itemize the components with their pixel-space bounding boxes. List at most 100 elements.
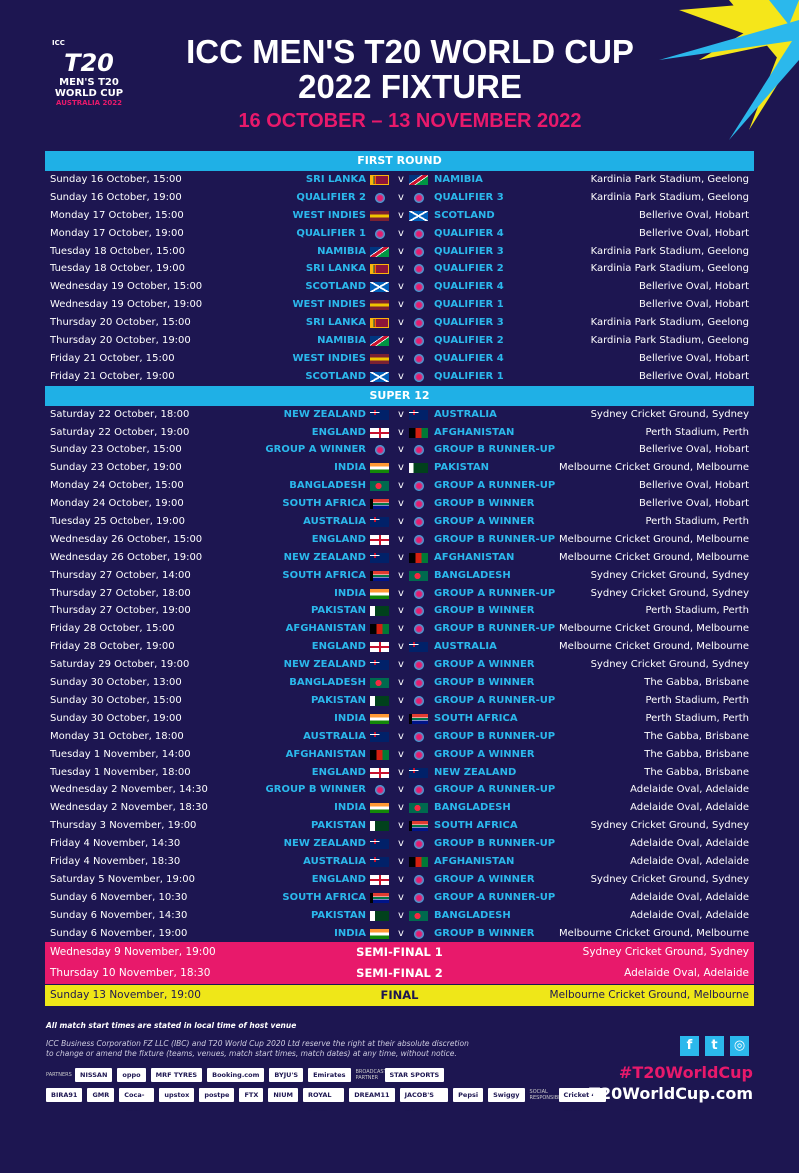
home-team: SOUTH AFRICA — [282, 891, 366, 903]
fixture-row: Wednesday 26 October, 15:00 ENGLAND v GROUP… — [45, 531, 754, 549]
vs-label: v — [398, 462, 404, 474]
venue: The Gabba, Brisbane — [644, 766, 749, 778]
australiaflag-icon — [409, 409, 428, 420]
home-team: AFGHANISTAN — [285, 748, 366, 760]
venue: Melbourne Cricket Ground, Melbourne — [559, 927, 749, 939]
home-team: SRI LANKA — [305, 263, 366, 275]
group-a-runner-upflag-icon — [414, 892, 424, 903]
home-team: AUSTRALIA — [303, 516, 366, 528]
venue: Kardinia Park Stadium, Geelong — [590, 245, 749, 257]
home-team: AFGHANISTAN — [285, 623, 366, 635]
home-team: WEST INDIES — [292, 299, 366, 311]
match-date: Thursday 20 October, 19:00 — [50, 335, 191, 347]
away-team: SOUTH AFRICA — [434, 712, 518, 724]
instagram-icon[interactable]: ◎ — [730, 1036, 749, 1056]
vs-label: v — [398, 784, 404, 796]
home-team: NAMIBIA — [317, 245, 366, 257]
vs-label: v — [398, 480, 404, 492]
fixture-row: Wednesday 26 October, 19:00 NEW ZEALAND v A… — [45, 549, 754, 567]
match-date: Tuesday 1 November, 14:00 — [50, 748, 191, 760]
vs-label: v — [398, 694, 404, 706]
away-team: GROUP B WINNER — [434, 605, 535, 617]
away-team: GROUP A RUNNER-UP — [434, 480, 556, 492]
away-team: GROUP A RUNNER-UP — [434, 587, 556, 599]
qualifier-flag-icon — [414, 246, 424, 257]
match-date: Wednesday 2 November, 14:30 — [50, 784, 208, 796]
match-date: Monday 24 October, 15:00 — [50, 480, 184, 492]
starburst-decoration — [659, 0, 799, 140]
australiaflag-icon — [370, 731, 389, 742]
englandflag-icon — [370, 534, 389, 545]
venue: Perth Stadium, Perth — [645, 605, 749, 617]
group-a-runner-upflag-icon — [414, 588, 424, 599]
match-date: Sunday 16 October, 15:00 — [50, 174, 182, 185]
scotlandflag-icon — [409, 210, 428, 221]
scotlandflag-icon — [370, 282, 389, 293]
match-name: FINAL — [380, 988, 419, 1003]
footer-notes: All match start times are stated in loca… — [46, 1021, 469, 1059]
social-links: f t ◎ — [680, 1036, 749, 1056]
away-team: BANGLADESH — [434, 909, 511, 921]
twitter-icon[interactable]: t — [705, 1036, 724, 1056]
sponsors-row: BIRA91 GMR Coca-Cola upstox postpe FTX NIUM ROY… — [46, 1088, 606, 1113]
away-team: QUALIFIER 4 — [434, 281, 504, 293]
match-date: Saturday 5 November, 19:00 — [50, 873, 195, 885]
away-team: AFGHANISTAN — [434, 855, 515, 867]
fixture-row: Wednesday 19 October, 15:00 SCOTLAND v QUAL… — [45, 278, 754, 296]
sponsor-logo: ROYAL STAG — [302, 1088, 345, 1113]
vs-label: v — [398, 766, 404, 778]
venue: Bellerive Oval, Hobart — [638, 444, 749, 456]
venue: Sydney Cricket Ground, Sydney — [590, 659, 749, 671]
fixture-row: Thursday 27 October, 14:00 SOUTH AFRICA v B… — [45, 567, 754, 585]
logo-line3: AUSTRALIA 2022 — [56, 99, 122, 107]
home-team: WEST INDIES — [292, 352, 366, 364]
fixture-row: Thursday 20 October, 15:00 SRI LANKA v QUAL… — [45, 314, 754, 332]
venue: Melbourne Cricket Ground, Melbourne — [549, 989, 749, 1002]
match-date: Wednesday 19 October, 19:00 — [50, 299, 203, 311]
match-date: Thursday 3 November, 19:00 — [50, 820, 197, 832]
home-team: WEST INDIES — [292, 209, 366, 221]
venue: Perth Stadium, Perth — [645, 426, 749, 438]
away-team: PAKISTAN — [434, 462, 489, 474]
match-date: Sunday 13 November, 19:00 — [50, 989, 201, 1002]
away-team: QUALIFIER 3 — [434, 245, 504, 257]
away-team: GROUP B WINNER — [434, 927, 535, 939]
vs-label: v — [398, 516, 404, 528]
qualifier-flag-icon — [414, 192, 424, 203]
fixture-row: Friday 4 November, 14:30 NEW ZEALAND v GROU… — [45, 835, 754, 853]
qualifier-flag-icon — [414, 371, 424, 382]
new-zealandflag-icon — [370, 839, 389, 850]
fixture-row: Tuesday 18 October, 19:00 SRI LANKA v QUALI… — [45, 260, 754, 278]
vs-label: v — [398, 855, 404, 867]
home-team: SCOTLAND — [305, 370, 366, 382]
group-a-winnerflag-icon — [375, 445, 385, 456]
vs-label: v — [398, 281, 404, 293]
pakistanflag-icon — [370, 695, 389, 706]
home-team: QUALIFIER 1 — [296, 227, 366, 239]
section-header-super-: SUPER 12 — [45, 385, 754, 406]
match-date: Monday 17 October, 15:00 — [50, 209, 184, 221]
vs-label: v — [398, 426, 404, 438]
vs-label: v — [398, 551, 404, 563]
venue: Melbourne Cricket Ground, Melbourne — [559, 623, 749, 635]
match-date: Sunday 23 October, 15:00 — [50, 444, 182, 456]
fixture-row: Tuesday 1 November, 18:00 ENGLAND v NEW ZEA… — [45, 764, 754, 782]
fixture-row: Monday 17 October, 15:00 WEST INDIES v SCOT… — [45, 207, 754, 225]
match-date: Thursday 27 October, 19:00 — [50, 605, 191, 617]
home-team: BANGLADESH — [289, 677, 366, 689]
afghanistanflag-icon — [409, 552, 428, 563]
fixture-row: Friday 4 November, 18:30 AUSTRALIA v AFGHAN… — [45, 853, 754, 871]
away-team: AUSTRALIA — [434, 408, 497, 420]
new-zealandflag-icon — [370, 409, 389, 420]
qualifier-flag-icon — [414, 300, 424, 311]
partner-logo: Booking.com — [207, 1068, 265, 1082]
logo-t20: T20 — [64, 49, 114, 77]
match-date: Tuesday 1 November, 18:00 — [50, 766, 191, 778]
website-link[interactable]: T20WorldCup.com — [589, 1084, 753, 1103]
facebook-icon[interactable]: f — [680, 1036, 699, 1056]
sri-lankaflag-icon — [370, 175, 389, 185]
new-zealandflag-icon — [409, 767, 428, 778]
venue: Perth Stadium, Perth — [645, 712, 749, 724]
away-team: QUALIFIER 4 — [434, 227, 504, 239]
sri-lankaflag-icon — [370, 264, 389, 275]
